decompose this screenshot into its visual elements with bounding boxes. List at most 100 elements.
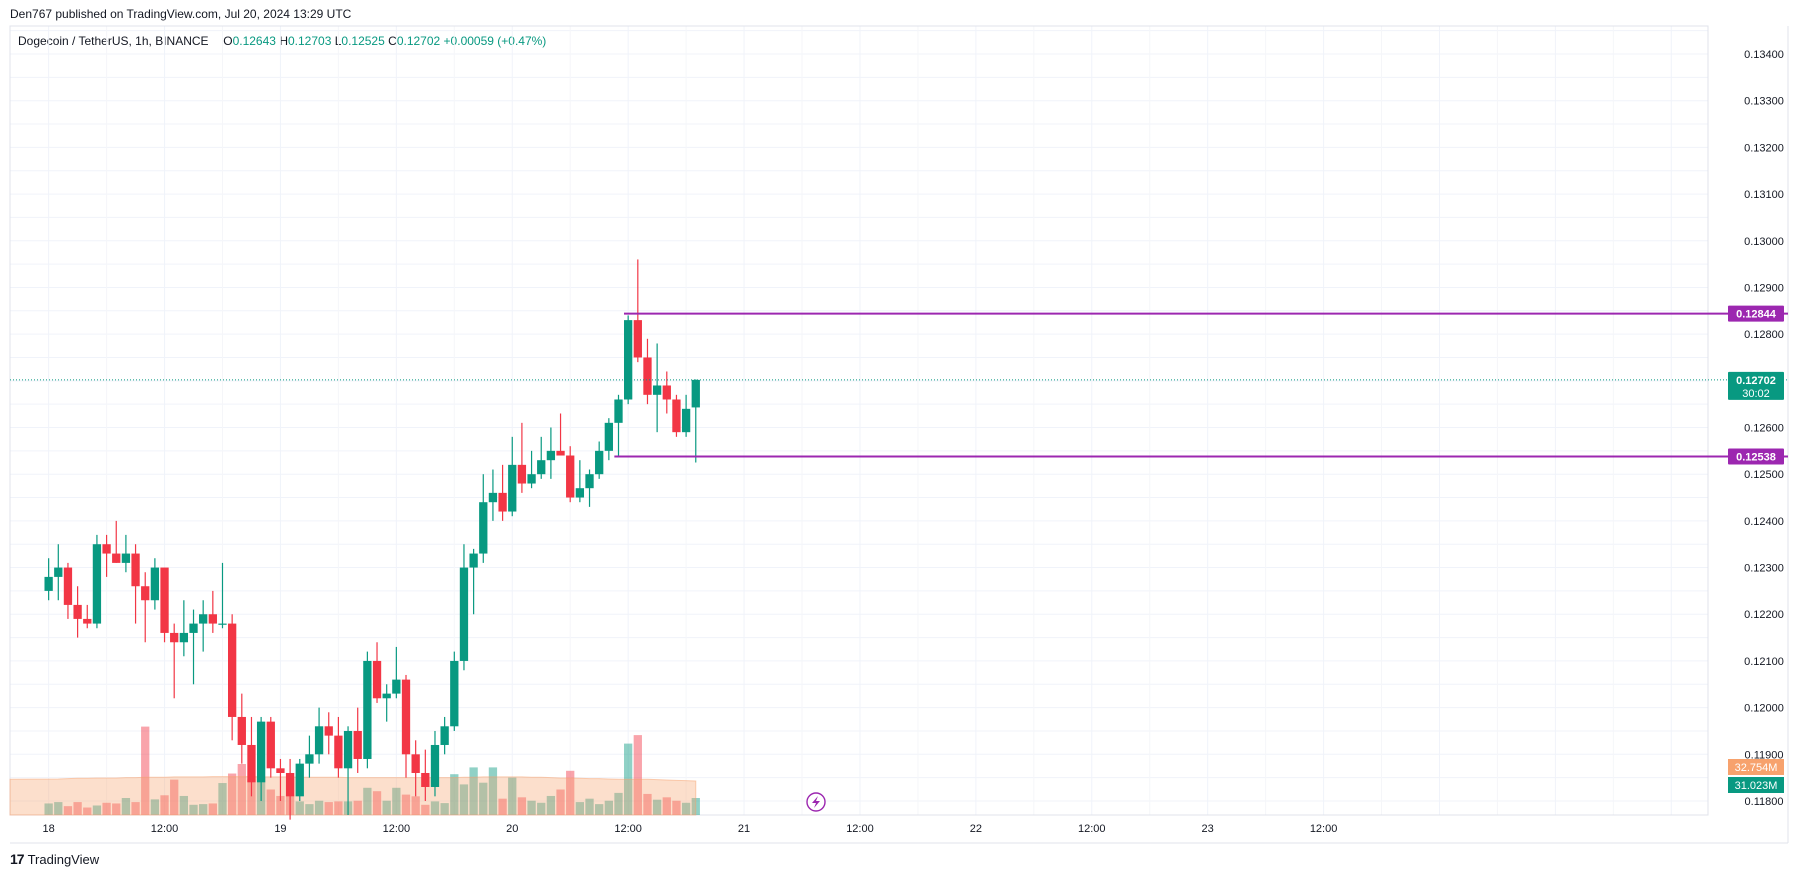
candle-body xyxy=(517,464,527,484)
volume-bar xyxy=(681,802,691,815)
candle-body xyxy=(324,726,333,736)
low-value: 0.12525 xyxy=(341,34,385,48)
time-tick-label: 12:00 xyxy=(1078,823,1106,835)
candle-body xyxy=(305,754,314,764)
price-tick-label: 0.13000 xyxy=(1744,236,1784,248)
candle-body xyxy=(643,357,652,395)
volume-bar xyxy=(662,797,671,815)
last-price-tag xyxy=(1728,371,1784,400)
volume-bar xyxy=(633,735,642,815)
volume-bar xyxy=(121,798,131,815)
volume-bar xyxy=(314,800,324,815)
candle-body xyxy=(150,567,160,601)
volume-bar xyxy=(537,802,546,815)
last-price-tag-countdown: 30:02 xyxy=(1742,388,1770,400)
candle-body xyxy=(92,544,102,624)
volume-bar xyxy=(324,802,333,815)
volume-bar xyxy=(334,801,343,815)
volume-bar xyxy=(401,794,411,815)
price-tick-label: 0.12100 xyxy=(1744,656,1784,668)
candle-body xyxy=(343,730,353,769)
close-label: C xyxy=(388,34,397,48)
volume-bar xyxy=(566,770,575,815)
publisher-line: Den767 published on TradingView.com, Jul… xyxy=(10,7,352,21)
volume-bar xyxy=(440,803,449,815)
candle-body xyxy=(537,460,546,475)
volume-bar xyxy=(527,800,536,815)
candle-body xyxy=(595,450,604,475)
volume-bar xyxy=(421,804,430,815)
volume-bar xyxy=(517,797,527,815)
volume-bar xyxy=(247,779,256,815)
candle-body xyxy=(604,422,613,451)
time-tick-label: 21 xyxy=(738,823,750,835)
candle-body xyxy=(363,660,372,759)
candle-body xyxy=(508,464,517,512)
horizontal-levels[interactable] xyxy=(10,312,1788,458)
open-value: 0.12643 xyxy=(232,34,276,48)
volume-bar xyxy=(305,804,314,815)
time-tick-label: 18 xyxy=(43,823,55,835)
volume-bar xyxy=(189,804,198,815)
price-tick-label: 0.13200 xyxy=(1744,142,1784,154)
candle-body xyxy=(556,450,565,456)
volume-bar xyxy=(575,802,585,815)
candle-body xyxy=(54,567,63,577)
candle-body xyxy=(681,408,691,433)
candle-body xyxy=(672,399,681,433)
volume-bar xyxy=(459,784,469,815)
candle-body xyxy=(63,567,73,605)
volume-bar xyxy=(208,803,217,815)
candle-body xyxy=(256,721,266,783)
volume-tag-text: 31.023M xyxy=(1735,780,1778,792)
plot-frame xyxy=(9,25,1709,816)
time-tick-label: 19 xyxy=(274,823,286,835)
volume-bar xyxy=(199,804,208,815)
volume-bar xyxy=(643,793,652,815)
price-tick-label: 0.12500 xyxy=(1744,469,1784,481)
volume-bar xyxy=(228,773,237,815)
time-axis[interactable]: 18 12:00 19 12:00 20 12:00 21 12:00 22 12:00 23 12:… xyxy=(43,823,1338,835)
candle-body xyxy=(479,502,488,554)
open-label: O xyxy=(223,34,233,48)
volume-bar xyxy=(266,789,275,815)
volume-tag xyxy=(1728,777,1784,793)
symbol-name: Dogecoin / TetherUS, 1h, BINANCE xyxy=(18,34,209,48)
level-price-tag-text: 0.12538 xyxy=(1736,451,1776,463)
replay-icon[interactable] xyxy=(806,792,826,812)
candle-body xyxy=(295,763,304,797)
volume-bar xyxy=(604,800,613,815)
candle-body xyxy=(276,768,285,773)
candles xyxy=(44,259,700,820)
volume-bar xyxy=(44,803,53,815)
price-tick-label: 0.11800 xyxy=(1745,796,1784,808)
price-tick-label: 0.12300 xyxy=(1744,563,1784,575)
candle-body xyxy=(488,492,498,503)
price-tick-label: 0.11900 xyxy=(1745,749,1784,761)
volume-bar xyxy=(469,767,478,815)
candle-body xyxy=(247,744,256,783)
high-label: H xyxy=(279,34,288,48)
candle-body xyxy=(411,754,420,773)
candle-body xyxy=(228,623,237,717)
volume-tag xyxy=(1728,759,1784,775)
price-axis[interactable]: 0.13400 0.13300 0.13200 0.13100 0.13000 0.129… xyxy=(1744,49,1784,808)
volume-bar xyxy=(179,795,189,815)
volume-bar xyxy=(488,767,498,815)
volume-bar xyxy=(83,807,92,815)
time-tick-label: 12:00 xyxy=(846,823,874,835)
brand-footer[interactable]: 17 TradingView xyxy=(10,851,99,867)
change-value: +0.00059 (+0.47%) xyxy=(443,34,547,48)
volume-bar xyxy=(353,800,362,815)
volume-bar xyxy=(614,792,623,815)
volume-bar xyxy=(479,782,488,815)
level-price-tag xyxy=(1728,448,1784,465)
volume-bar xyxy=(141,726,150,815)
candle-body xyxy=(237,716,246,745)
candle-body xyxy=(83,618,92,624)
candle-body xyxy=(372,660,382,699)
candle-body xyxy=(170,632,179,643)
volume-ma-area xyxy=(9,776,697,816)
volume-bar xyxy=(63,806,73,815)
